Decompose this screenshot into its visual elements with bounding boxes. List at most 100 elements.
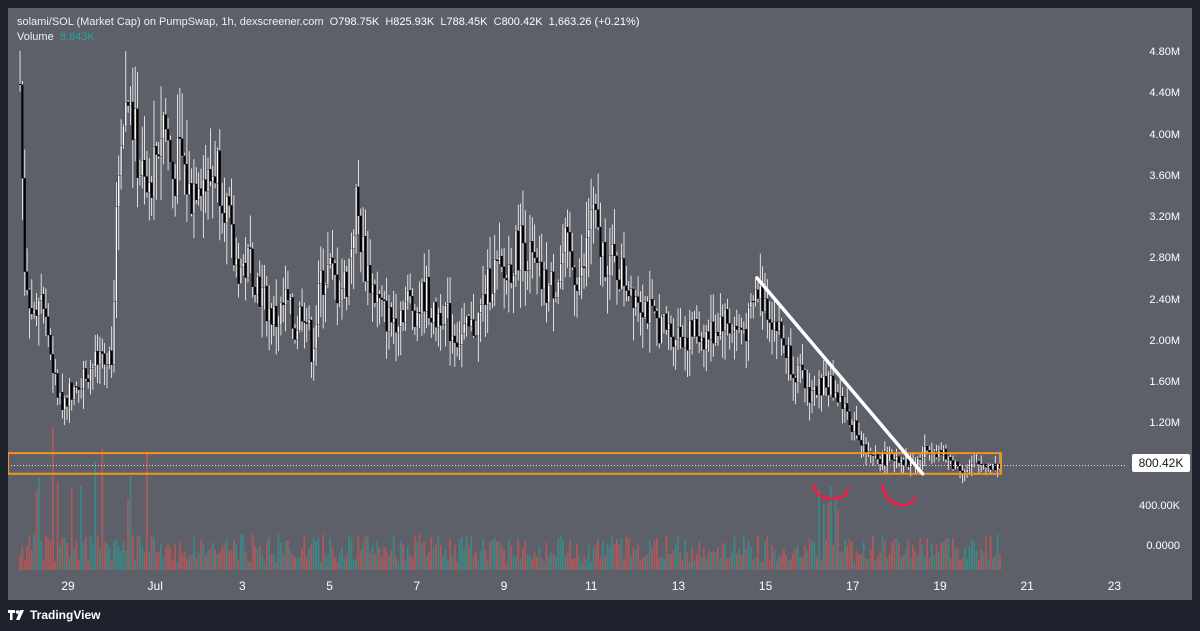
candle-body: [768, 319, 771, 323]
volume-bar: [204, 554, 207, 570]
volume-bar: [303, 535, 306, 570]
volume-bar: [138, 536, 141, 570]
candle-body: [639, 302, 642, 313]
volume-bar: [54, 561, 57, 570]
candle-body: [989, 465, 992, 470]
volume-bar: [249, 561, 252, 570]
candle-body: [26, 271, 29, 290]
candle-body: [707, 331, 710, 340]
candle-body: [216, 150, 219, 184]
candle-body: [481, 294, 485, 306]
volume-bar: [378, 547, 381, 570]
candle-body: [524, 242, 527, 272]
candle-body: [785, 345, 788, 358]
last-price-tag: 800.42K: [1132, 454, 1190, 472]
candle-body: [742, 329, 745, 331]
volume-bar: [982, 553, 985, 570]
volume-bar: [282, 553, 285, 570]
volume-bar: [825, 540, 827, 570]
candle-body: [350, 248, 353, 259]
volume-bar: [890, 542, 893, 570]
x-tick-label: 5: [326, 579, 333, 593]
candle-body: [209, 169, 212, 182]
candle-body: [686, 337, 689, 351]
candle-body: [533, 251, 536, 259]
volume-bar: [66, 542, 68, 570]
volume-bar: [148, 551, 151, 570]
volume-bar: [688, 561, 691, 570]
candle-body: [521, 225, 524, 244]
candle-body: [340, 288, 344, 302]
candle-body: [221, 205, 224, 214]
volume-bar: [597, 539, 600, 570]
volume-bar: [625, 536, 628, 570]
bottom-arc-right: [880, 483, 917, 507]
volume-bar: [599, 557, 602, 570]
volume-bar: [576, 543, 578, 570]
volume-bar: [695, 554, 698, 570]
candle-body: [127, 101, 130, 106]
candle-body: [921, 457, 924, 460]
volume-bar: [402, 544, 404, 570]
candle-body: [886, 452, 889, 466]
volume-bar: [176, 561, 179, 570]
candle-body: [120, 145, 123, 177]
volume-bar: [620, 538, 623, 570]
volume-bar: [921, 544, 924, 570]
volume-bar: [284, 541, 287, 570]
candle-body: [488, 268, 492, 303]
y-tick-label: 4.40M: [1149, 87, 1180, 100]
volume-bar: [153, 537, 155, 570]
volume-bar: [580, 561, 583, 570]
candle-body: [282, 302, 285, 305]
candle-body: [876, 453, 879, 460]
volume-bar: [331, 547, 334, 570]
candle-body: [738, 327, 741, 330]
downtrend-line: [755, 276, 925, 476]
volume-bar: [94, 461, 97, 570]
price-plot[interactable]: [8, 8, 1192, 600]
volume-bar: [254, 546, 256, 570]
volume-bar: [486, 561, 489, 570]
volume-bar: [524, 540, 527, 570]
volume-bar: [785, 555, 788, 570]
candle-body: [808, 387, 811, 403]
candle-body: [698, 336, 701, 342]
volume-bar: [63, 536, 66, 570]
candle-body: [258, 276, 261, 307]
volume-bar: [28, 534, 31, 570]
candle-body: [531, 241, 534, 253]
volume-bar: [977, 560, 980, 570]
candle-body: [70, 382, 73, 400]
volume-bar: [345, 554, 348, 570]
candle-body: [935, 451, 938, 458]
volume-bar: [388, 554, 390, 570]
candle-body: [178, 137, 181, 139]
volume-bar: [611, 535, 614, 570]
volume-bar: [616, 539, 618, 570]
candle-body: [277, 324, 280, 327]
chart-pane[interactable]: solami/SOL (Market Cap) on PumpSwap, 1h,…: [8, 8, 1192, 600]
candle-body: [543, 269, 546, 290]
volume-bar: [362, 542, 365, 570]
candle-body: [550, 271, 553, 286]
candle-body: [369, 265, 372, 294]
volume-bar: [298, 557, 301, 570]
volume-bar: [84, 537, 87, 570]
volume-bar: [200, 539, 202, 570]
volume-bar: [59, 545, 61, 570]
volume-bar: [357, 536, 360, 570]
volume-bar: [146, 451, 148, 570]
candle-body: [230, 205, 233, 225]
volume-bar: [489, 540, 491, 570]
volume-bar: [851, 541, 853, 570]
volume-bar: [714, 552, 717, 570]
candle-body: [94, 350, 97, 367]
candle-body: [763, 298, 767, 312]
tradingview-brand[interactable]: TradingView: [30, 608, 101, 622]
volume-bar: [108, 547, 111, 570]
candle-body: [926, 445, 929, 451]
volume-bar: [987, 559, 990, 570]
candle-body: [293, 328, 297, 340]
candle-body: [982, 463, 985, 466]
